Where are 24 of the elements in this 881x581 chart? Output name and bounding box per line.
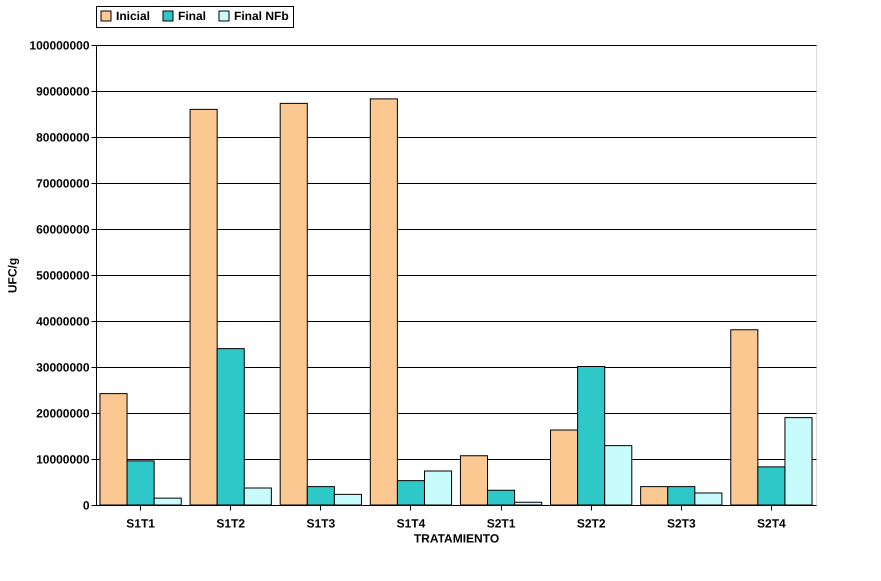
x-tick-label: S2T2 [576, 516, 606, 530]
y-tick-label: 80000000 [36, 130, 90, 144]
legend-label: Inicial [116, 9, 150, 23]
y-tick-label: 70000000 [36, 176, 90, 190]
y-tick-label: 100000000 [29, 38, 90, 52]
legend-label: Final [178, 9, 206, 23]
x-tick-label: S2T3 [666, 516, 696, 530]
y-tick-label: 10000000 [36, 452, 90, 466]
y-tick-label: 60000000 [36, 222, 90, 236]
x-tick-label: S1T1 [126, 516, 156, 530]
x-tick-label: S1T4 [396, 516, 426, 530]
y-axis-title: UFC/g [5, 258, 20, 294]
x-tick-label: S1T3 [306, 516, 336, 530]
y-tick-label: 30000000 [36, 360, 90, 374]
x-tick-label: S2T4 [757, 516, 786, 530]
x-axis-title: TRATAMIENTO [414, 532, 500, 546]
y-tick-label: 90000000 [36, 84, 90, 98]
y-tick-label: 0 [82, 498, 90, 512]
y-tick-label: 50000000 [36, 268, 90, 282]
y-tick-label: 20000000 [36, 406, 90, 420]
x-tick-label: S1T2 [216, 516, 246, 530]
legend-label: Final NFb [234, 9, 289, 23]
y-tick-label: 40000000 [36, 314, 90, 328]
x-tick-label: S2T1 [486, 516, 516, 530]
